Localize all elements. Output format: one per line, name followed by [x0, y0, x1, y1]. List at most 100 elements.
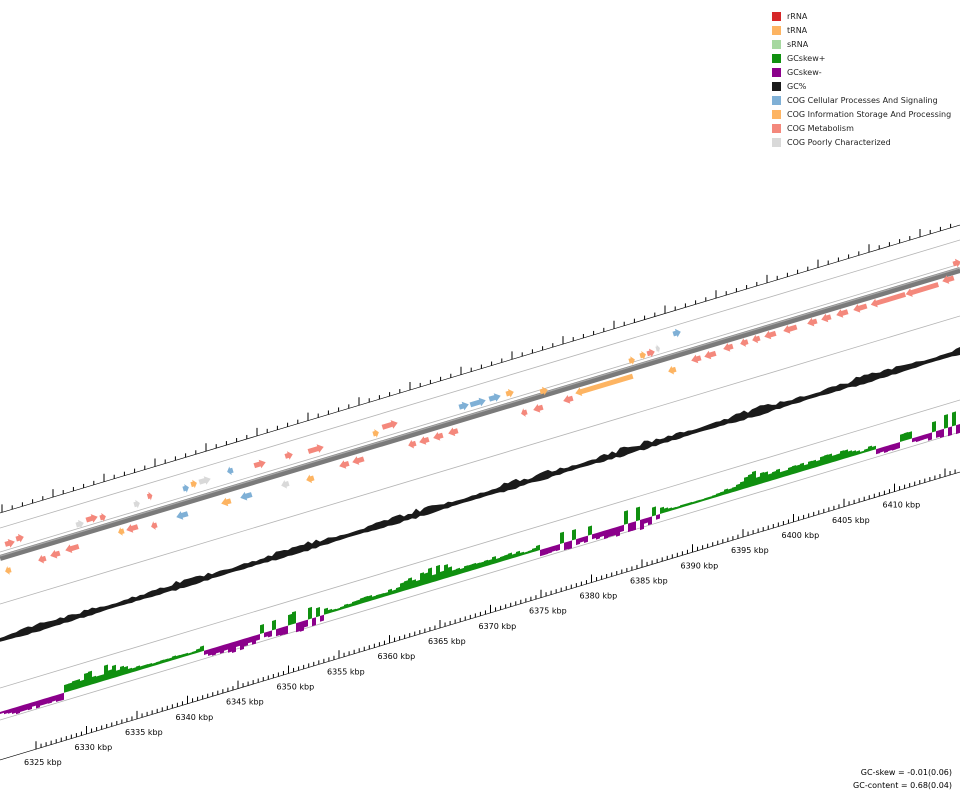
gc-skew-negative [884, 445, 888, 453]
kbp-label: 6365 kbp [428, 637, 466, 646]
legend-swatch [772, 96, 781, 106]
gc-skew-positive [756, 476, 760, 486]
gene-arrow-forward [227, 466, 234, 476]
gc-skew-positive [668, 507, 672, 512]
gc-skew-negative [4, 709, 8, 715]
gc-skew-positive [384, 592, 388, 597]
guide-line [0, 263, 960, 553]
legend-item-gcskew-pos: GCskew+ [772, 51, 951, 65]
gene-arrow-reverse [448, 427, 459, 437]
gc-skew-negative [60, 692, 64, 701]
gc-skew-positive [472, 562, 476, 571]
legend-item-cog-cellular: COG Cellular Processes And Signaling [772, 94, 951, 108]
gc-skew-positive [944, 414, 948, 429]
gc-skew-positive [340, 606, 344, 610]
gc-skew-negative [556, 544, 560, 552]
gc-skew-positive [148, 663, 152, 668]
gc-skew-positive [116, 669, 120, 678]
gc-skew-positive [112, 664, 116, 679]
legend-label: COG Metabolism [787, 124, 854, 134]
kbp-label: 6390 kbp [681, 561, 719, 570]
gene-arrow-reverse [764, 330, 777, 340]
gene-arrow-reverse [521, 408, 528, 417]
legend-swatch [772, 138, 781, 148]
kbp-label: 6400 kbp [782, 531, 820, 540]
gc-skew-positive [464, 565, 468, 573]
gc-skew-negative [268, 630, 272, 638]
kbp-label: 6410 kbp [883, 501, 921, 510]
gc-content-track [0, 347, 960, 642]
gc-skew-positive [712, 494, 716, 499]
gc-skew-positive [144, 664, 148, 669]
gc-skew-positive [140, 665, 144, 670]
gc-skew-positive [344, 603, 348, 609]
legend-item-cog-metabolism: COG Metabolism [772, 122, 951, 136]
gc-skew-negative [240, 638, 244, 651]
legend-item-srna: sRNA [772, 37, 951, 51]
gc-skew-positive [348, 603, 352, 608]
gc-skew-positive [176, 654, 180, 660]
gc-skew-positive [484, 559, 488, 567]
gc-skew-negative [632, 521, 636, 531]
gc-skew-positive [536, 544, 540, 552]
gc-skew-negative [564, 541, 568, 551]
gc-skew-positive [388, 588, 392, 596]
gc-skew-positive [136, 665, 140, 672]
gc-skew-positive [404, 580, 408, 591]
gc-skew-positive [188, 652, 192, 656]
gc-skew-negative [544, 547, 548, 556]
gene-arrow-forward [253, 459, 266, 469]
gc-skew-positive [424, 572, 428, 585]
gene-arrow-forward [4, 539, 15, 548]
gc-skew-positive [416, 579, 420, 588]
kbp-label: 6330 kbp [75, 743, 113, 752]
gc-skew-negative [252, 635, 256, 645]
gc-skew-negative [264, 631, 268, 638]
gene-arrow-reverse [853, 303, 868, 313]
gc-skew-positive [352, 600, 356, 607]
legend-item-cog-information: COG Information Storage And Processing [772, 108, 951, 122]
gc-skew-positive [828, 453, 832, 464]
gc-skew-negative [924, 433, 928, 440]
gc-skew-positive [636, 506, 640, 522]
gc-skew-positive [72, 680, 76, 691]
gc-skew-positive [808, 460, 812, 470]
gc-stats: GC-skew = -0.01(0.06) GC-content = 0.68(… [853, 766, 952, 792]
guide-line [0, 239, 960, 529]
gc-skew-positive [708, 496, 712, 500]
gene-arrow-forward [646, 348, 655, 358]
gc-skew-positive [336, 607, 340, 612]
gc-skew-positive [664, 507, 668, 513]
gene-arrow-forward [628, 356, 635, 365]
gene-arrow-forward [15, 533, 24, 543]
kbp-ruler-line [0, 471, 960, 761]
gc-skew-positive [180, 653, 184, 658]
gc-skew-positive [800, 462, 804, 472]
gc-skew-positive [328, 608, 332, 614]
gc-skew-negative [232, 641, 236, 653]
gene-arrow-forward [488, 393, 501, 402]
gc-skew-positive [512, 553, 516, 559]
gc-skew-positive [316, 607, 320, 618]
gc-skew-negative [888, 444, 892, 452]
gc-skew-negative [204, 649, 208, 655]
kbp-label: 6395 kbp [731, 546, 769, 555]
gc-skew-negative [940, 428, 944, 438]
gc-skew-positive [908, 431, 912, 440]
gc-skew-negative [228, 642, 232, 653]
gc-skew-positive [716, 492, 720, 498]
gc-skew-positive [588, 525, 592, 536]
gc-skew-negative [540, 548, 544, 557]
outer-ruler-line [0, 224, 960, 514]
gc-skew-positive [792, 465, 796, 475]
gc-skew-negative [604, 529, 608, 540]
gc-skew-positive [720, 491, 724, 496]
legend-label: COG Cellular Processes And Signaling [787, 96, 938, 106]
gc-skew-negative [16, 706, 20, 715]
track-guide-lines [0, 239, 960, 721]
gene-arrow-forward [307, 444, 324, 454]
gc-skew-positive [516, 550, 520, 558]
gc-skew-positive [396, 586, 400, 594]
gc-skew-stat: GC-skew = -0.01(0.06) [860, 768, 952, 777]
gc-skew-positive [440, 570, 444, 580]
